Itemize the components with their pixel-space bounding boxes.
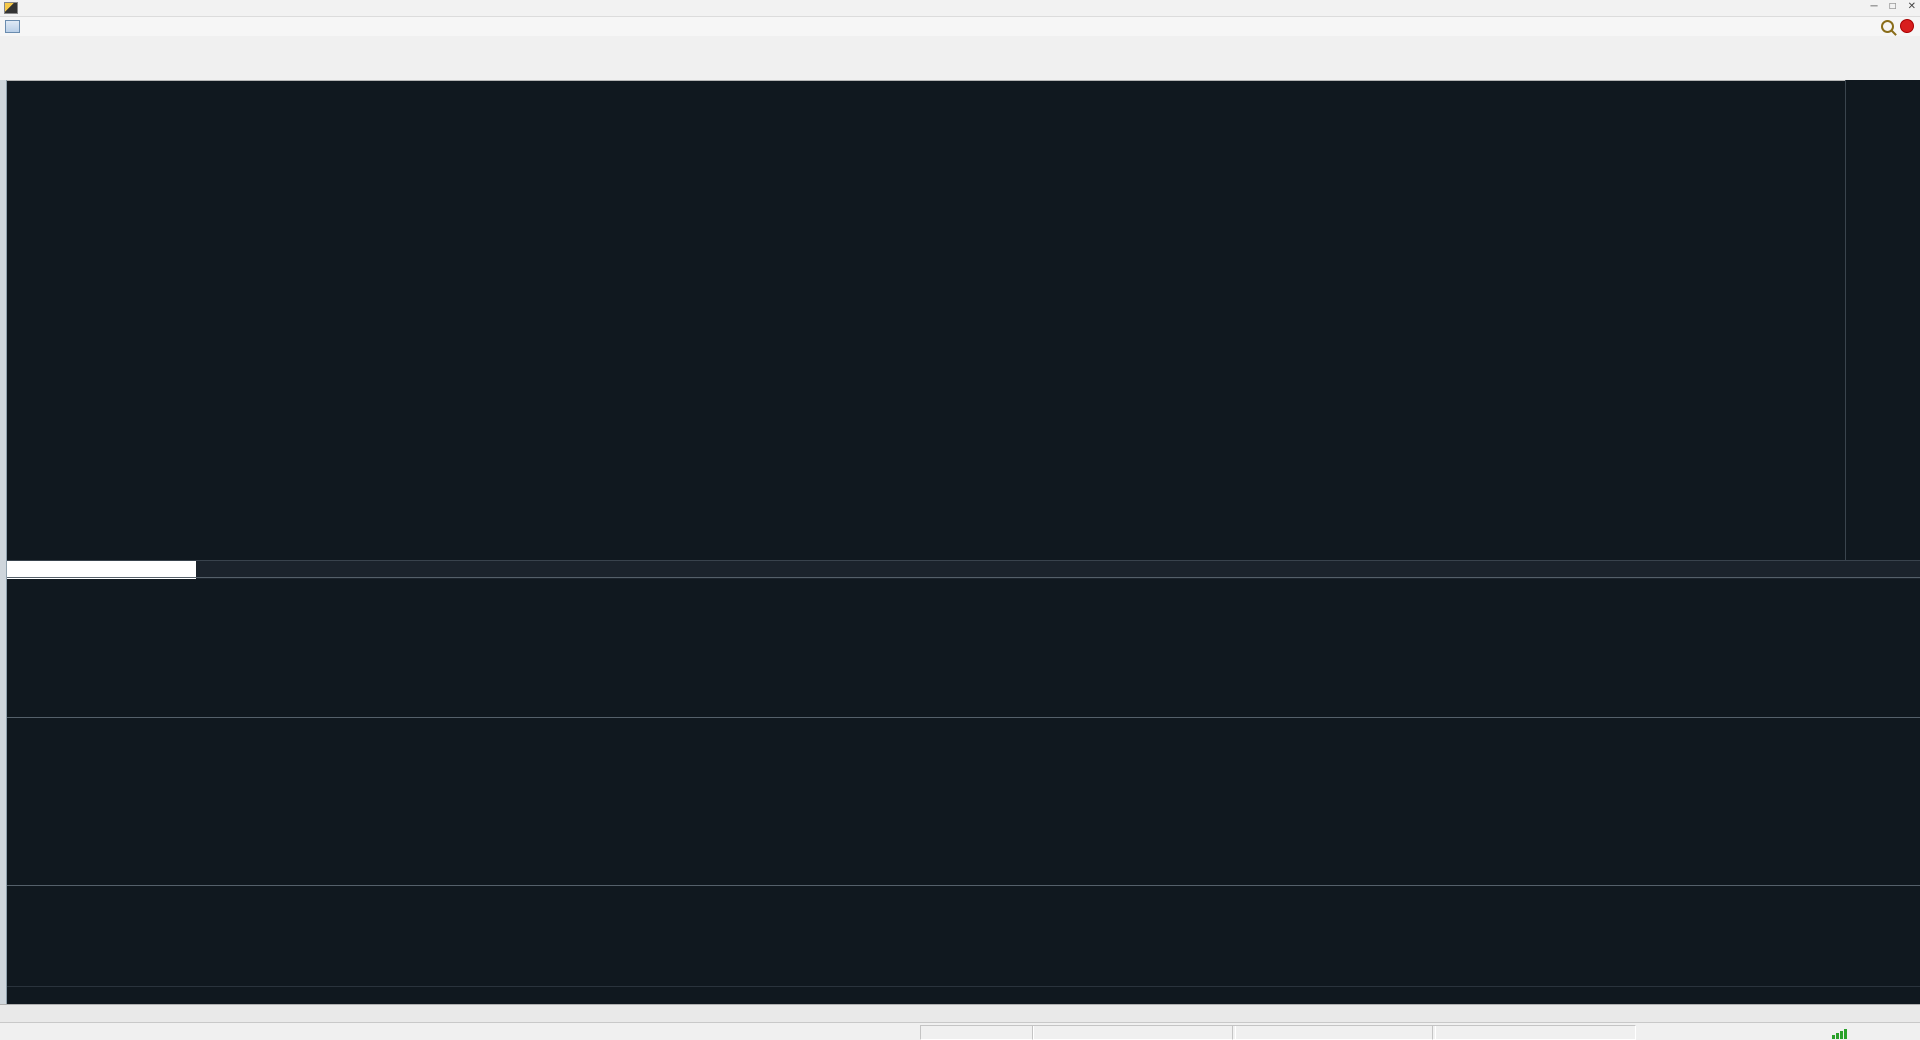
- status-cell: [1032, 1025, 1236, 1040]
- menu-bar: [0, 17, 1920, 37]
- panel-time-axis: [0, 986, 1920, 1005]
- main-time-axis: [0, 560, 1920, 579]
- chart-tab-bar: [0, 1004, 1920, 1023]
- window-left-edge: [0, 80, 7, 1004]
- title-bar: ─ □ ✕: [0, 0, 1920, 17]
- comment-overlay: [0, 561, 196, 579]
- valuechart-panel[interactable]: [0, 578, 1845, 716]
- status-cell: [1432, 1025, 1636, 1040]
- macd-panel[interactable]: [0, 886, 1845, 986]
- status-bar: [0, 1022, 1920, 1040]
- connection-icon: [1832, 1027, 1848, 1039]
- maximize-button[interactable]: □: [1889, 1, 1896, 12]
- profile-selector[interactable]: [920, 1025, 1034, 1040]
- chart-menu-icon: [5, 20, 20, 33]
- toolbar-drawing: [0, 58, 1920, 81]
- search-icon[interactable]: [1881, 19, 1894, 33]
- close-button[interactable]: ✕: [1907, 1, 1916, 12]
- toolbar-standard: [0, 36, 1920, 59]
- tdi-panel[interactable]: [0, 718, 1845, 884]
- notification-icon[interactable]: [1900, 19, 1914, 33]
- minimize-button[interactable]: ─: [1870, 1, 1878, 12]
- status-cell: [1232, 1025, 1436, 1040]
- app-icon: [4, 2, 18, 14]
- main-chart[interactable]: [0, 80, 1845, 560]
- price-axis: [1845, 80, 1920, 578]
